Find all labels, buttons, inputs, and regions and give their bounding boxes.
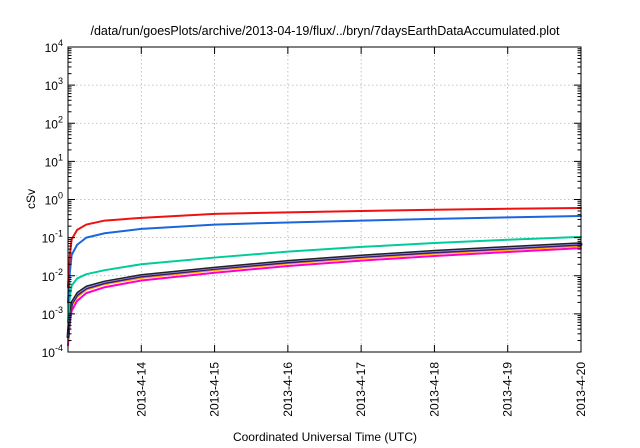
y-tick-label: 103	[45, 76, 63, 93]
chart-title: /data/run/goesPlots/archive/2013-04-19/f…	[90, 24, 560, 38]
y-tick-label: 104	[45, 38, 63, 55]
series-line	[67, 235, 582, 324]
x-tick-label: 2013-4-19	[501, 362, 515, 417]
x-axis-label: Coordinated Universal Time (UTC)	[233, 430, 417, 444]
y-tick-label: 10-2	[42, 267, 63, 284]
x-tick-label: 2013-4-20	[574, 362, 588, 417]
y-tick-label: 10-3	[42, 305, 63, 322]
series-lines	[66, 206, 583, 347]
series-line	[67, 242, 582, 335]
y-axis-label: cSv	[24, 189, 38, 209]
y-tick-label: 100	[45, 191, 63, 208]
y-tick-label: 10-1	[42, 229, 63, 246]
x-tick-label: 2013-4-18	[427, 362, 441, 417]
x-tick-label: 2013-4-17	[354, 362, 368, 417]
x-tick-labels: 2013-4-14 2013-4-15 2013-4-16 2013-4-17 2013…	[134, 362, 588, 417]
y-tick-label: 102	[45, 114, 63, 131]
axis-ticks	[68, 46, 582, 353]
y-tick-labels: 10-4 10-3 10-2 10-1 100 101 102 103 104	[42, 38, 63, 360]
grid-lines	[68, 47, 581, 352]
x-tick-label: 2013-4-15	[208, 362, 222, 417]
x-tick-label: 2013-4-16	[281, 362, 295, 417]
x-tick-label: 2013-4-14	[134, 362, 148, 417]
series-line	[67, 206, 582, 289]
series-line	[67, 247, 582, 347]
y-tick-label: 101	[45, 152, 63, 169]
series-line	[67, 214, 582, 304]
y-tick-label: 10-4	[42, 343, 63, 360]
